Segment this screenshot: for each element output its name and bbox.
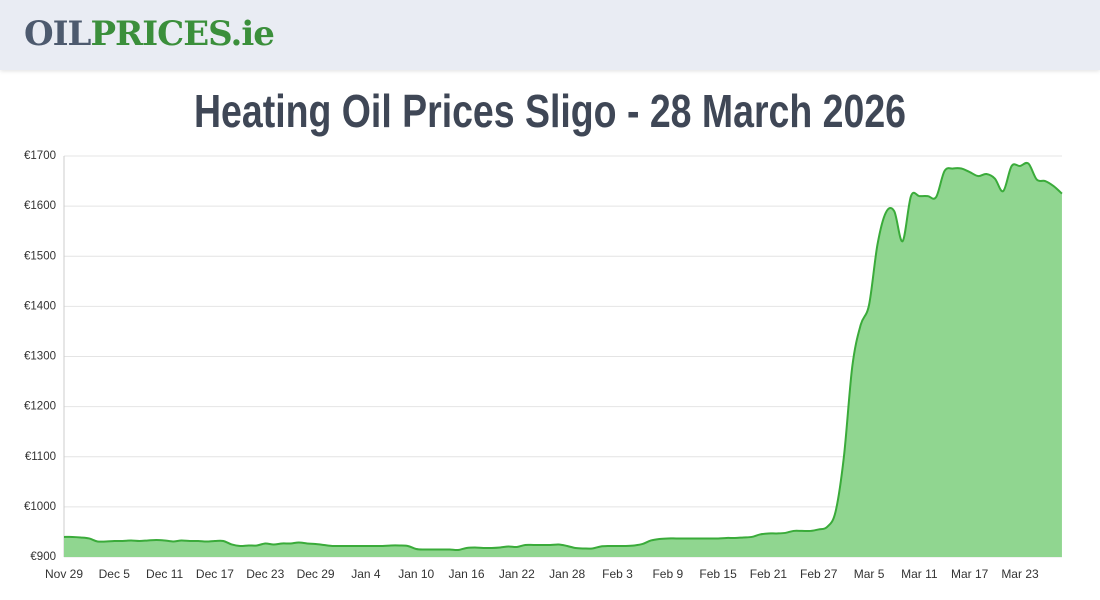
x-tick-label: Dec 23	[246, 567, 284, 581]
logo-part: PRICES.ie	[90, 14, 274, 54]
x-tick-label: Dec 5	[99, 567, 131, 581]
y-tick-label: €1600	[24, 200, 56, 212]
x-tick-label: Dec 17	[196, 567, 234, 581]
area	[64, 162, 1062, 557]
x-tick-label: Feb 27	[800, 567, 838, 581]
y-tick-label: €1300	[24, 351, 56, 363]
x-tick-label: Mar 5	[854, 567, 885, 581]
header: OILPRICES.ie	[0, 0, 1100, 70]
x-tick-label: Dec 11	[146, 567, 183, 581]
y-tick-label: €1500	[24, 250, 56, 262]
x-tick-label: Mar 17	[951, 567, 989, 581]
x-tick-label: Jan 4	[351, 567, 381, 581]
x-tick-label: Feb 3	[602, 567, 633, 581]
chart-title: Heating Oil Prices Sligo - 28 March 2026	[194, 85, 906, 137]
x-tick-label: Mar 23	[1001, 567, 1039, 581]
logo-part: OIL	[24, 14, 91, 54]
y-tick-label: €900	[30, 551, 56, 563]
x-tick-label: Jan 16	[449, 567, 485, 581]
x-tick-label: Mar 11	[901, 567, 938, 581]
x-tick-label: Jan 28	[549, 567, 585, 581]
x-tick-label: Feb 21	[750, 567, 788, 581]
y-tick-label: €1700	[24, 150, 56, 162]
x-tick-label: Jan 22	[499, 567, 535, 581]
y-tick-label: €1100	[25, 451, 56, 463]
y-tick-label: €1400	[24, 300, 56, 312]
x-tick-label: Jan 10	[398, 567, 434, 581]
y-tick-label: €1200	[24, 401, 56, 413]
x-tick-label: Feb 9	[652, 567, 683, 581]
line	[63, 161, 1063, 552]
x-tick-label: Nov 29	[45, 567, 83, 581]
logo[interactable]: OILPRICES.ie	[24, 14, 275, 54]
y-tick-label: €1000	[24, 501, 56, 513]
x-tick-label: Dec 29	[297, 567, 335, 581]
x-tick-label: Feb 15	[699, 567, 737, 581]
chart: Heating Oil Prices Sligo - 28 March 2026…	[24, 85, 1063, 581]
